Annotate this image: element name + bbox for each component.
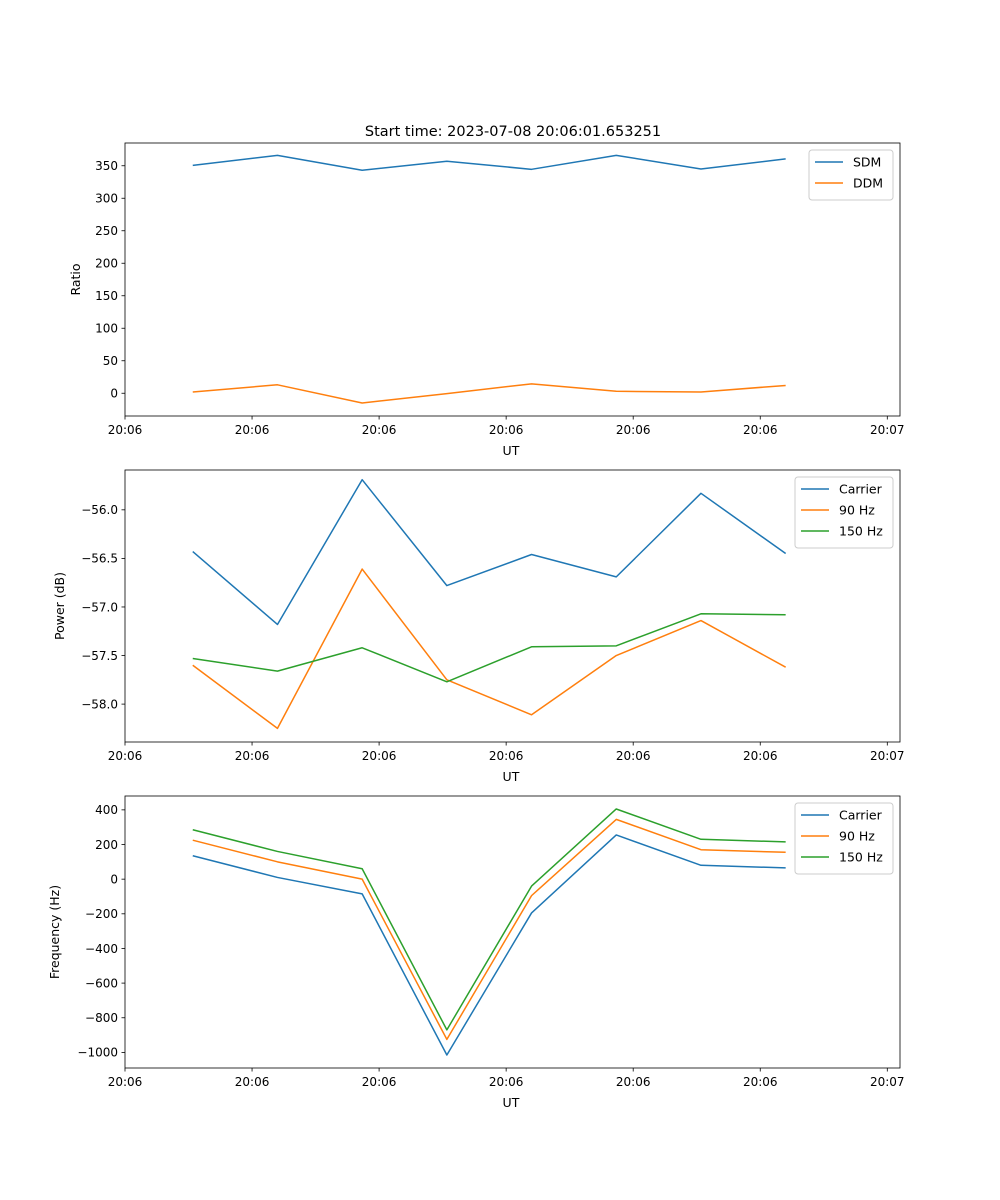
y-tick-label: −400 bbox=[85, 942, 118, 956]
series-line-sdm bbox=[192, 154, 786, 172]
y-tick-label: −57.5 bbox=[81, 649, 118, 663]
series-line-carrier bbox=[192, 478, 787, 626]
series-group bbox=[192, 808, 786, 1056]
y-tick-label: 50 bbox=[103, 354, 118, 368]
x-tick-label: 20:06 bbox=[235, 749, 270, 763]
y-axis-label: Power (dB) bbox=[52, 572, 67, 640]
y-tick-label: 150 bbox=[95, 289, 118, 303]
y-tick-label: 0 bbox=[110, 872, 118, 886]
x-tick-label: 20:06 bbox=[362, 423, 397, 437]
legend-label: 90 Hz bbox=[839, 829, 875, 844]
series-line-90-hz bbox=[192, 818, 786, 1041]
x-tick-label: 20:06 bbox=[108, 1075, 143, 1089]
y-axis-label: Ratio bbox=[68, 263, 83, 295]
y-tick-label: 250 bbox=[95, 224, 118, 238]
legend: Carrier 90 Hz 150 Hz bbox=[794, 802, 894, 875]
legend: SDM DDM bbox=[808, 149, 894, 201]
x-tick-label: 20:06 bbox=[489, 423, 524, 437]
y-tick-label: 350 bbox=[95, 159, 118, 173]
y-tick-label: −58.0 bbox=[81, 697, 118, 711]
y-tick-label: −56.0 bbox=[81, 503, 118, 517]
y-tick-label: −800 bbox=[85, 1011, 118, 1025]
x-tick-label: 20:07 bbox=[870, 1075, 905, 1089]
legend-label: 90 Hz bbox=[839, 503, 875, 518]
chart-panel-1: 20:06 20:06 20:06 20:06 20:06 20:06 20:07 0 50 10… bbox=[68, 142, 905, 458]
axes-frame bbox=[124, 795, 901, 1069]
series-group bbox=[192, 154, 786, 404]
legend-label: 150 Hz bbox=[839, 850, 883, 865]
series-group bbox=[192, 478, 787, 730]
legend-label: Carrier bbox=[839, 808, 883, 823]
series-line-150-hz bbox=[192, 613, 786, 683]
y-tick-label: −200 bbox=[85, 907, 118, 921]
y-tick-label: −57.0 bbox=[81, 600, 118, 614]
legend-label: DDM bbox=[853, 176, 883, 191]
x-axis-label: UT bbox=[503, 1095, 520, 1110]
x-tick-label: 20:06 bbox=[616, 749, 651, 763]
x-tick-label: 20:06 bbox=[616, 1075, 651, 1089]
x-tick-label: 20:06 bbox=[489, 1075, 524, 1089]
x-tick-label: 20:06 bbox=[743, 423, 778, 437]
series-line-150-hz bbox=[192, 808, 786, 1031]
y-tick-label: 200 bbox=[95, 257, 118, 271]
y-tick-label: 400 bbox=[95, 803, 118, 817]
x-tick-label: 20:06 bbox=[108, 423, 143, 437]
axes-frame bbox=[124, 469, 901, 743]
x-axis-label: UT bbox=[503, 769, 520, 784]
y-tick-label: 100 bbox=[95, 322, 118, 336]
chart-panel-3: 20:06 20:06 20:06 20:06 20:06 20:06 20:07 −1000… bbox=[47, 795, 905, 1110]
y-axis-label: Frequency (Hz) bbox=[47, 885, 62, 979]
legend-label: Carrier bbox=[839, 482, 883, 497]
y-tick-label: 0 bbox=[110, 387, 118, 401]
charts: 20:06 20:06 20:06 20:06 20:06 20:06 20:07 0 50 10… bbox=[47, 142, 905, 1110]
x-tick-label: 20:06 bbox=[235, 1075, 270, 1089]
chart-panel-2: 20:06 20:06 20:06 20:06 20:06 20:06 20:07 −58.0… bbox=[52, 469, 905, 784]
x-tick-label: 20:07 bbox=[870, 749, 905, 763]
x-tick-label: 20:06 bbox=[108, 749, 143, 763]
legend-label: SDM bbox=[853, 155, 881, 170]
x-tick-label: 20:06 bbox=[362, 749, 397, 763]
y-tick-label: 300 bbox=[95, 192, 118, 206]
series-line-ddm bbox=[192, 383, 786, 404]
series-line-90-hz bbox=[192, 568, 787, 730]
figure-title: Start time: 2023-07-08 20:06:01.653251 bbox=[365, 124, 661, 140]
y-tick-label: −1000 bbox=[77, 1046, 118, 1060]
series-line-carrier bbox=[192, 834, 786, 1056]
y-tick-label: 200 bbox=[95, 838, 118, 852]
x-axis-label: UT bbox=[503, 443, 520, 458]
x-tick-label: 20:06 bbox=[743, 1075, 778, 1089]
y-tick-label: −600 bbox=[85, 976, 118, 990]
x-tick-label: 20:06 bbox=[362, 1075, 397, 1089]
y-tick-label: −56.5 bbox=[81, 552, 118, 566]
x-tick-label: 20:06 bbox=[235, 423, 270, 437]
x-tick-label: 20:07 bbox=[870, 423, 905, 437]
legend-label: 150 Hz bbox=[839, 524, 883, 539]
x-tick-label: 20:06 bbox=[616, 423, 651, 437]
x-tick-label: 20:06 bbox=[489, 749, 524, 763]
x-tick-label: 20:06 bbox=[743, 749, 778, 763]
axes-frame bbox=[124, 142, 901, 417]
legend: Carrier 90 Hz 150 Hz bbox=[794, 476, 894, 549]
